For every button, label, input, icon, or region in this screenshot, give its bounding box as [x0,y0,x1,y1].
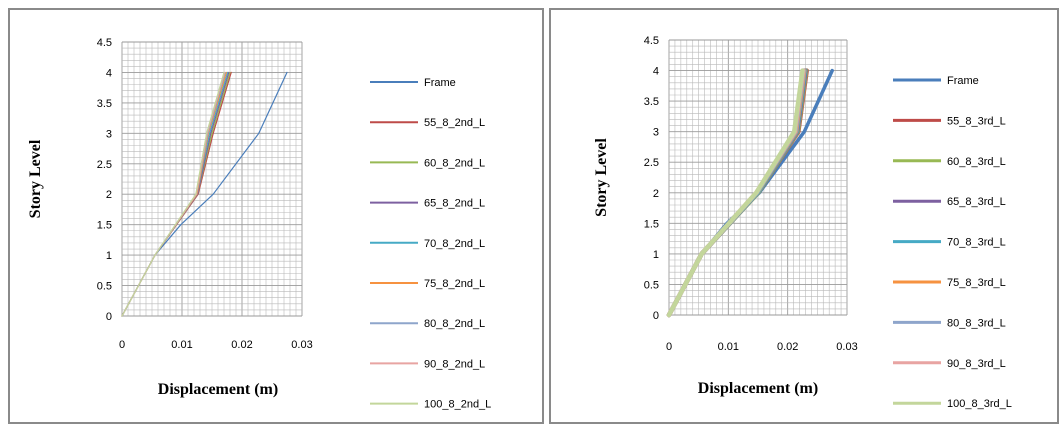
y-tick-label: 4 [653,66,659,78]
chart-right: 0 0.5 1 1.5 2 2.5 3 3.5 4 4.5 0 0.01 0.02 0.03 Displac… [593,35,1012,410]
y-tick-label: 0.5 [97,281,112,293]
x-axis-title: Displacement (m) [698,380,818,397]
legend-label: 100_8_2nd_L [424,399,491,411]
x-tick-label: 0.03 [291,339,312,351]
y-tick-label: 0 [106,311,112,323]
legend-label: 70_8_3rd_L [947,237,1006,249]
y-tick-label: 2.5 [97,159,112,171]
grid [121,41,303,317]
y-tick-label: 0.5 [644,279,659,291]
y-tick-label: 3 [653,127,659,139]
x-tick-label: 0.02 [231,339,252,351]
y-tick-label: 3.5 [97,98,112,110]
grid [668,39,848,316]
y-tick-label: 0 [653,310,659,322]
legend-label: 60_8_2nd_L [424,157,485,169]
y-axis-title: Story Level [27,139,44,218]
legend-label: 75_8_3rd_L [947,277,1006,289]
legend-label: Frame [947,75,979,87]
x-tick-label: 0.02 [777,341,798,353]
y-tick-label: 1.5 [97,220,112,232]
series-line-100-8-2nd-l [121,71,225,317]
legend-label: 60_8_3rd_L [947,156,1006,168]
y-tick-label: 4.5 [644,35,659,47]
x-tick-label: 0.03 [836,341,857,353]
chart-panel-right: 0 0.5 1 1.5 2 2.5 3 3.5 4 4.5 0 0.01 0.02 0.03 Displac… [549,8,1059,424]
y-axis-title: Story Level [593,138,610,217]
y-tick-label: 1 [106,250,112,262]
x-tick-label: 0.01 [171,339,192,351]
legend-label: Frame [424,77,456,89]
legend-label: 80_8_3rd_L [947,317,1006,329]
x-tick-label: 0.01 [718,341,739,353]
legend: Frame 55_8_2nd_L 60_8_2nd_L 65_8_2nd_L 70_8_… [370,77,491,411]
legend-label: 75_8_2nd_L [424,278,485,290]
chart-left: 0 0.5 1 1.5 2 2.5 3 3.5 4 4.5 0 0.01 0.02 0.03 Displac… [27,37,491,411]
legend-label: 65_8_2nd_L [424,198,485,210]
y-tick-label: 4 [106,67,112,79]
y-tick-label: 2 [653,188,659,200]
legend-label: 80_8_2nd_L [424,318,485,330]
y-tick-label: 1 [653,249,659,261]
legend-label: 90_8_3rd_L [947,358,1006,370]
x-tick-label: 0 [119,339,125,351]
x-axis-title: Displacement (m) [158,381,278,398]
legend-label: 55_8_3rd_L [947,115,1006,127]
legend-label: 65_8_3rd_L [947,196,1006,208]
y-tick-label: 2.5 [644,157,659,169]
legend-label: 100_8_3rd_L [947,398,1012,410]
legend-label: 55_8_2nd_L [424,117,485,129]
series-line-100-8-3rd-l [666,68,805,318]
legend: Frame 55_8_3rd_L 60_8_3rd_L 65_8_3rd_L 70_8_… [893,75,1012,410]
y-tick-label: 1.5 [644,218,659,230]
legend-label: 70_8_2nd_L [424,238,485,250]
chart-panel-left: 0 0.5 1 1.5 2 2.5 3 3.5 4 4.5 0 0.01 0.02 0.03 Displac… [8,8,544,424]
x-tick-label: 0 [666,341,672,353]
y-tick-label: 4.5 [97,37,112,49]
y-tick-label: 2 [106,189,112,201]
y-tick-label: 3 [106,128,112,140]
y-tick-label: 3.5 [644,96,659,108]
legend-label: 90_8_2nd_L [424,358,485,370]
